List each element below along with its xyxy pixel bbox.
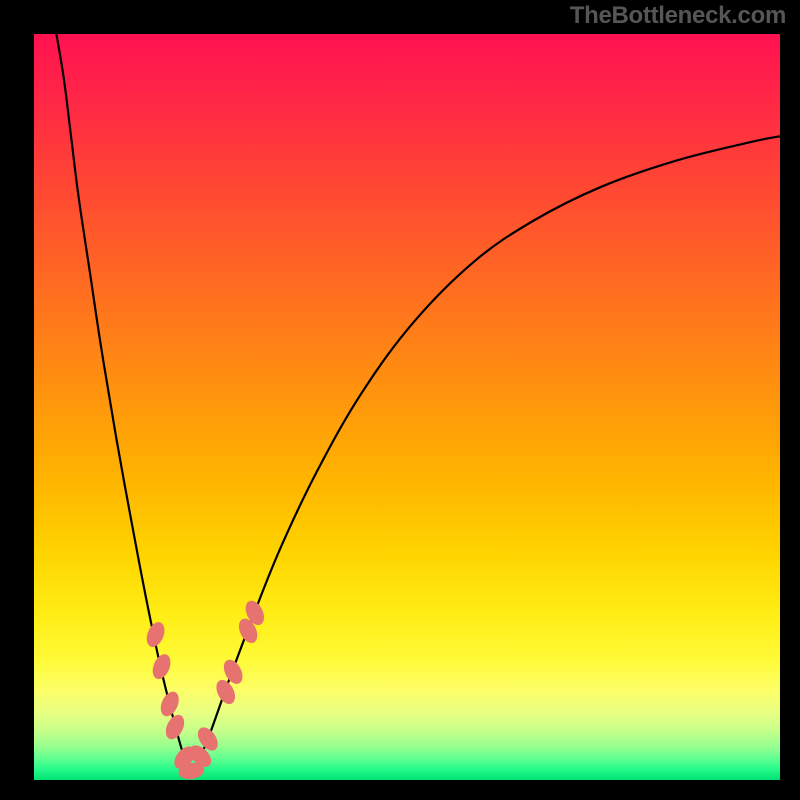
chart-svg	[34, 34, 780, 780]
watermark-text: TheBottleneck.com	[570, 2, 786, 30]
chart-frame: TheBottleneck.com	[0, 0, 800, 800]
gradient-background	[34, 34, 780, 780]
plot-area	[34, 34, 780, 780]
